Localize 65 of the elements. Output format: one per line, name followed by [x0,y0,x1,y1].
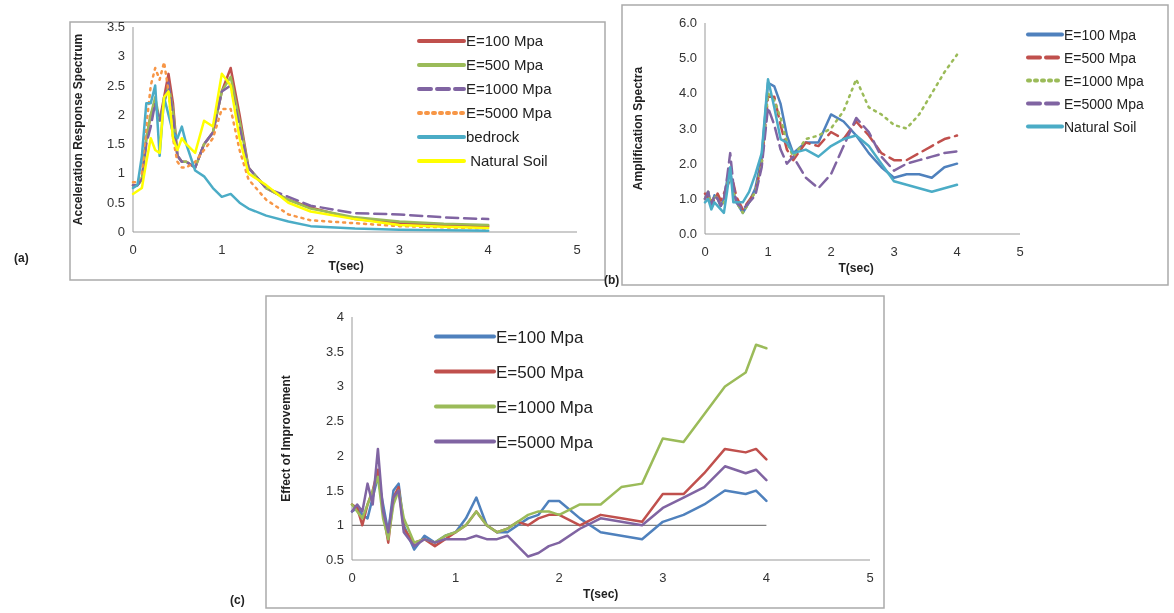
y-axis-title: Amplification Spectra [631,66,645,191]
y-tick-label: 1.5 [106,136,125,152]
y-tick-label: 2.5 [325,413,344,429]
legend-label: Natural Soil [466,152,548,170]
x-axis-title: T(sec) [328,259,364,273]
y-axis-title: Acceleration Response Spectrum [71,33,85,226]
y-tick-label: 0.0 [678,226,697,241]
x-tick-label: 4 [762,570,771,585]
y-tick-label: 5.0 [678,50,697,66]
x-tick-label: 0 [701,244,709,259]
legend-label: E=500 Mpa [1064,49,1137,66]
legend-label: E=1000 Mpa [496,397,594,417]
legend-label: E=100 Mpa [1064,26,1137,43]
y-tick-label: 3 [336,378,344,394]
legend-label: E=5000 Mpa [466,104,553,122]
y-tick-label: 0 [117,224,125,239]
text: (b) [604,273,620,287]
y-tick-label: 2 [117,106,125,122]
x-tick-label: 3 [395,242,404,257]
x-tick-label: 5 [866,570,874,585]
y-tick-label: 1.0 [678,190,697,206]
legend-label: E=1000 Mpa [466,80,553,98]
y-tick-label: 1.5 [325,482,344,498]
y-tick-label: 1 [336,517,344,533]
y-tick-label: 4.0 [678,85,697,101]
y-tick-label: 2 [336,447,344,463]
y-tick-label: 3.0 [678,120,697,136]
y-tick-label: 3.5 [106,19,125,34]
legend-label: Natural Soil [1064,118,1137,135]
x-tick-label: 3 [890,244,898,259]
legend-label: bedrock [466,128,520,146]
x-tick-label: 1 [764,244,772,259]
x-tick-label: 2 [827,244,835,259]
text: (c) [230,593,245,607]
x-tick-label: 4 [953,244,961,259]
y-tick-label: 0.5 [106,194,125,210]
x-tick-label: 5 [573,242,581,257]
text: (a) [14,251,29,265]
legend-label: E=5000 Mpa [1064,95,1144,112]
y-tick-label: 6.0 [678,15,697,30]
x-tick-label: 4 [484,242,492,257]
x-tick-label: 1 [451,570,460,585]
x-tick-label: 0 [348,570,356,585]
y-tick-label: 2.5 [106,77,125,93]
legend-label: E=100 Mpa [466,32,544,50]
legend-label: E=1000 Mpa [1064,72,1144,89]
x-tick-label: 2 [306,242,315,257]
x-tick-label: 3 [659,570,667,585]
y-tick-label: 0.5 [325,552,344,567]
x-tick-label: 5 [1016,244,1024,259]
x-axis-title: T(sec) [838,261,874,275]
legend-label: E=500 Mpa [466,56,544,74]
y-tick-label: 3.5 [325,343,344,359]
legend-label: E=500 Mpa [496,362,584,382]
y-axis-title: Effect of Improvement [279,375,293,502]
y-tick-label: 2.0 [678,155,697,171]
y-tick-label: 3 [117,48,125,64]
legend-label: E=5000 Mpa [496,432,594,452]
y-tick-label: 4 [336,309,344,324]
x-tick-label: 1 [218,242,226,257]
y-tick-label: 1 [117,165,125,181]
x-tick-label: 2 [555,570,563,585]
legend-label: E=100 Mpa [496,327,584,347]
x-axis-title: T(sec) [582,587,619,601]
x-tick-label: 0 [129,242,137,257]
